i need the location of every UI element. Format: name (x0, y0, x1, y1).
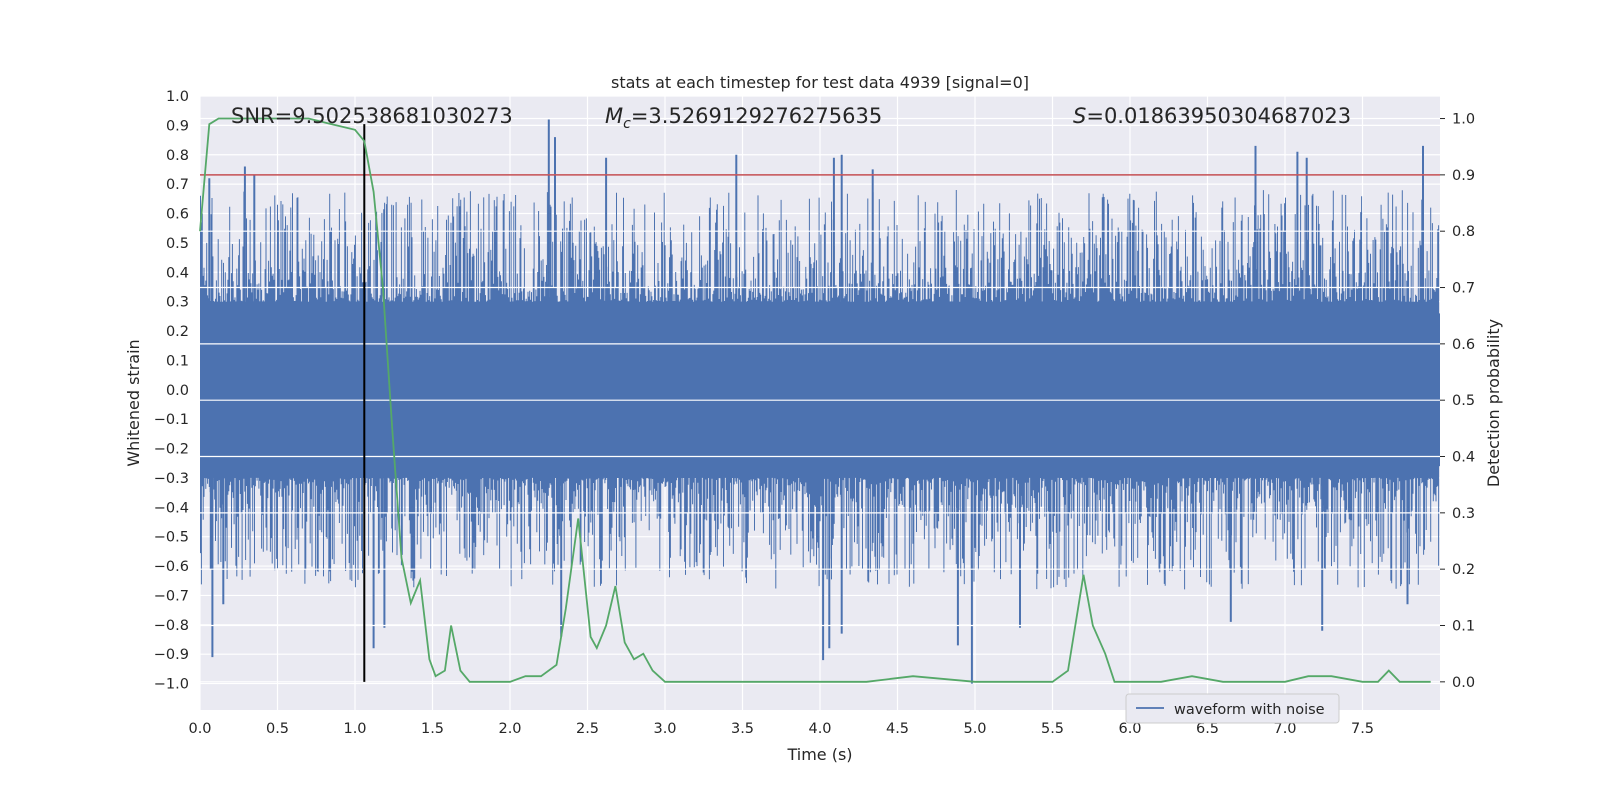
y-tick-label: −0.8 (154, 618, 189, 634)
waveform-series (200, 119, 1440, 684)
y-tick-label: 0.9 (166, 118, 189, 134)
y-axis-label: Whitened strain (124, 339, 143, 466)
x-tick-label: 7.5 (1351, 721, 1374, 737)
x-tick-label: 6.5 (1196, 721, 1219, 737)
s-annotation: S=0.01863950304687023 (1073, 104, 1351, 128)
y-tick-label: −0.5 (154, 530, 189, 546)
x-tick-label: 3.5 (731, 721, 754, 737)
y2-axis-label: Detection probability (1484, 319, 1503, 487)
y-tick-label: 1.0 (166, 89, 189, 105)
x-tick-label: 4.5 (886, 721, 909, 737)
legend: waveform with noise (1125, 693, 1340, 724)
y-tick-label: −0.2 (154, 442, 189, 458)
y2-tick-label: 0.1 (1452, 619, 1475, 635)
y-tick-label: −0.7 (154, 588, 189, 604)
x-tick-label: 0.5 (266, 721, 289, 737)
s-symbol: S (1073, 104, 1086, 128)
legend-box (1125, 693, 1340, 724)
y-tick-label: 0.0 (166, 383, 189, 399)
y-tick-label: −0.3 (154, 471, 189, 487)
y2-tick-label: 0.3 (1452, 506, 1475, 522)
x-tick-label: 7.0 (1273, 721, 1296, 737)
detection-probability-series (199, 117, 1431, 683)
waveform-peak-spikes (208, 119, 1424, 684)
y-tick-label: −0.1 (154, 412, 189, 428)
x-tick-label: 5.5 (1041, 721, 1064, 737)
y-tick-label: 0.4 (166, 265, 189, 281)
y2-tick-label: 1.0 (1452, 112, 1475, 128)
y-tick-label: 0.6 (166, 207, 189, 223)
y-tick-label: 0.2 (166, 324, 189, 340)
chart-title: stats at each timestep for test data 493… (611, 73, 1029, 92)
y-tick-label: −0.4 (154, 500, 189, 516)
y2-tick-label: 0.6 (1452, 337, 1475, 353)
y2-tick-label: 0.5 (1452, 393, 1475, 409)
y-tick-label: 0.3 (166, 295, 189, 311)
x-axis-label: Time (s) (786, 745, 852, 764)
chirp-mass-symbol: M (605, 104, 623, 128)
y-tick-label: 0.7 (166, 177, 189, 193)
y-tick-label: −1.0 (154, 677, 189, 693)
x-tick-label: 3.0 (653, 721, 676, 737)
x-tick-label: 4.0 (808, 721, 831, 737)
legend-label: waveform with noise (1174, 702, 1325, 718)
y2-tick-label: 0.9 (1452, 168, 1475, 184)
y2-tick-label: 0.2 (1452, 562, 1475, 578)
y-tick-label: −0.6 (154, 559, 189, 575)
x-axis-ticks: 0.0 0.5 1.0 1.5 2.0 2.5 3.0 3.5 4.0 4.5 5.0 5.5 6.0 6… (188, 721, 1374, 737)
snr-annotation: SNR=9.502538681030273 (231, 104, 513, 128)
x-tick-label: 2.5 (576, 721, 599, 737)
x-tick-label: 6.0 (1118, 721, 1141, 737)
y2-tick-label: 0.7 (1452, 281, 1475, 297)
x-tick-label: 0.0 (188, 721, 211, 737)
y-tick-label: −0.9 (154, 647, 189, 663)
y2-tick-label: 0.8 (1452, 224, 1475, 240)
waveform-noise-trace (200, 190, 1440, 590)
y-tick-label: 0.5 (166, 236, 189, 252)
chirp-mass-value: =3.5269129276275635 (631, 104, 882, 128)
chirp-mass-annotation: Mc=3.5269129276275635 (605, 104, 882, 132)
x-tick-label: 5.0 (963, 721, 986, 737)
right-axis-ticks: 1.0 0.9 0.8 0.7 0.6 0.5 0.4 0.3 0.2 0.1 0.0 (1440, 112, 1475, 691)
x-tick-label: 2.0 (498, 721, 521, 737)
x-tick-label: 1.5 (421, 721, 444, 737)
s-value: =0.01863950304687023 (1086, 104, 1351, 128)
x-tick-label: 1.0 (343, 721, 366, 737)
chirp-mass-subscript: c (623, 116, 631, 132)
left-axis-ticks: 1.0 0.9 0.8 0.7 0.6 0.5 0.4 0.3 0.2 0.1 0.0 −0.1 −0.… (154, 89, 189, 693)
y2-tick-label: 0.0 (1452, 675, 1475, 691)
y2-tick-label: 0.4 (1452, 450, 1475, 466)
y-tick-label: 0.8 (166, 148, 189, 164)
y-tick-label: 0.1 (166, 353, 189, 369)
